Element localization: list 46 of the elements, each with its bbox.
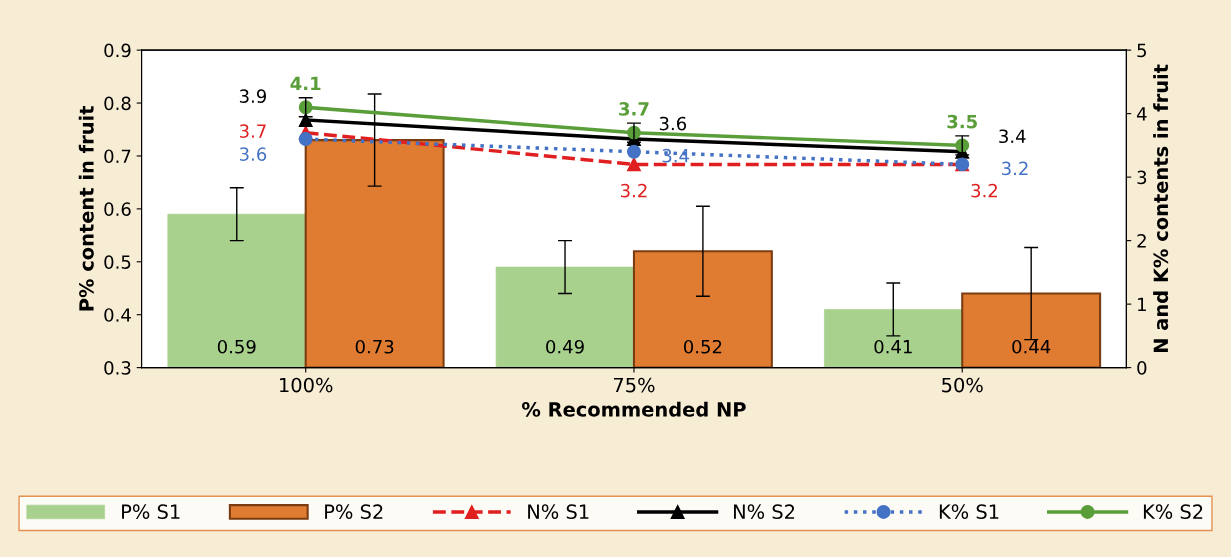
y-tick-label: 0.7 <box>104 149 131 164</box>
point <box>298 132 313 146</box>
legend-label: N% S2 <box>734 504 795 520</box>
legend-label: P% S2 <box>325 504 383 520</box>
legend-label: N% S1 <box>528 504 589 520</box>
data-label: 0.73 <box>355 339 394 354</box>
y2-tick-label: 2 <box>1137 234 1146 248</box>
legend-label: P% S1 <box>122 504 180 520</box>
y-tick-label: 0.5 <box>104 255 131 269</box>
y-tick-label: 0.4 <box>104 308 131 322</box>
y2-axis-title: N and K% contents in fruit <box>1153 64 1169 352</box>
x-axis-title: % Recommended NP <box>522 401 746 417</box>
y-tick-label: 0.6 <box>104 202 131 216</box>
data-label: 0.49 <box>546 339 584 354</box>
y-tick-label: 0.9 <box>104 43 131 58</box>
data-label: 3.2 <box>1002 161 1028 176</box>
data-label: 0.44 <box>1012 339 1051 354</box>
data-label: 3.5 <box>947 114 977 129</box>
y-tick-label: 0.3 <box>104 361 131 375</box>
y2-tick-label: 5 <box>1137 43 1146 58</box>
point <box>298 113 313 127</box>
data-label: 3.7 <box>239 124 266 138</box>
x-tick-label: 50% <box>942 377 983 393</box>
y-tick-label: 0.8 <box>104 96 131 111</box>
data-label: 4.1 <box>290 76 321 91</box>
data-label: 3.4 <box>999 129 1026 144</box>
data-label: 3.7 <box>619 102 649 116</box>
point <box>627 144 641 159</box>
data-label: 0.52 <box>683 339 722 354</box>
data-label: 0.41 <box>874 339 912 354</box>
legend-label: K% S2 <box>1143 504 1203 520</box>
data-label: 3.2 <box>971 183 997 198</box>
y-axis-title: P% content in fruit <box>78 105 94 311</box>
data-label: 0.59 <box>217 339 256 354</box>
point <box>627 157 641 172</box>
data-label: 3.9 <box>239 89 267 103</box>
data-label: 3.6 <box>659 116 687 131</box>
x-tick-label: 100% <box>280 377 333 393</box>
data-label: 3.2 <box>620 183 647 198</box>
y2-tick-label: 4 <box>1136 107 1147 121</box>
y2-tick-label: 3 <box>1137 170 1147 185</box>
data-label: 3.6 <box>239 147 267 161</box>
y2-tick-label: 0 <box>1137 361 1147 375</box>
x-tick-label: 75% <box>613 377 655 393</box>
legend-label: K% S1 <box>939 504 999 520</box>
y2-tick-label: 1 <box>1138 297 1146 311</box>
